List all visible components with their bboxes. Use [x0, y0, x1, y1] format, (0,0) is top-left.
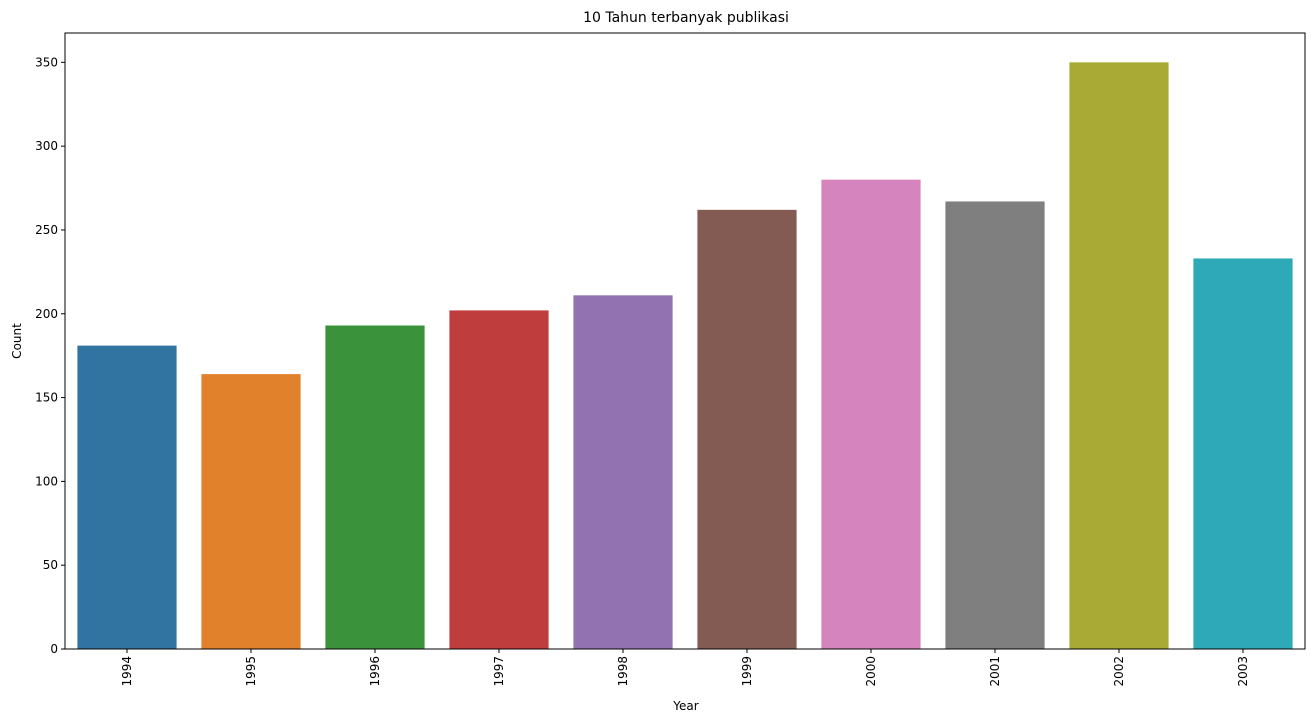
x-tick-label: 2003 [1236, 656, 1250, 687]
bar-1995 [201, 374, 301, 649]
y-axis-label: Count [10, 323, 24, 359]
bars-group [77, 62, 1293, 650]
x-tick-label: 1997 [492, 656, 506, 687]
y-tick-label: 0 [50, 642, 58, 656]
x-tick-label: 1998 [616, 656, 630, 687]
bar-1994 [77, 345, 177, 649]
bar-1997 [449, 310, 549, 649]
x-tick-label: 2000 [864, 656, 878, 687]
y-tick-label: 200 [35, 307, 58, 321]
bar-2001 [945, 201, 1045, 649]
bar-2002 [1069, 62, 1169, 650]
x-tick-label: 1996 [368, 656, 382, 687]
y-tick-label: 100 [35, 474, 58, 488]
y-tick-label: 300 [35, 139, 58, 153]
x-tick-label: 2002 [1112, 656, 1126, 687]
bar-2003 [1193, 258, 1293, 649]
bar-1999 [697, 209, 797, 650]
y-tick-label: 50 [43, 558, 58, 572]
x-axis-label: Year [672, 699, 698, 713]
bar-1998 [573, 295, 673, 649]
bar-1996 [325, 325, 425, 649]
chart-title: 10 Tahun terbanyak publikasi [583, 10, 789, 26]
x-tick-label: 1995 [244, 656, 258, 687]
x-tick-label: 2001 [988, 656, 1002, 687]
x-tick-label: 1994 [120, 656, 134, 687]
y-axis: 0 50 100 150 200 250 300 350 [35, 55, 65, 656]
bar-2000 [821, 179, 921, 649]
y-tick-label: 150 [35, 391, 58, 405]
y-tick-label: 350 [35, 55, 58, 69]
x-tick-label: 1999 [740, 656, 754, 687]
plot-frame [64, 32, 1306, 650]
x-axis: 1994 1995 1996 1997 1998 1999 2000 2001 2002 2003 [120, 649, 1250, 687]
y-tick-label: 250 [35, 223, 58, 237]
